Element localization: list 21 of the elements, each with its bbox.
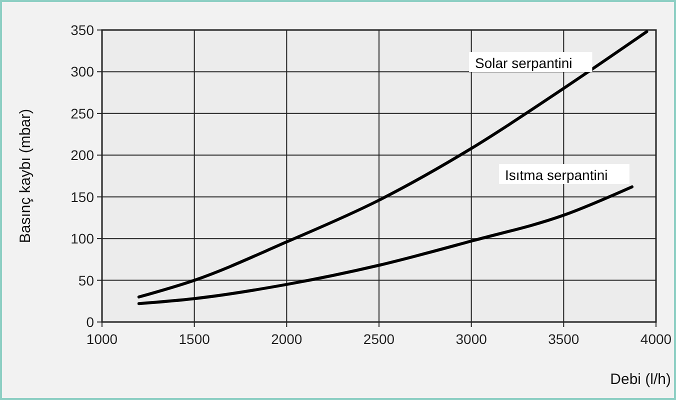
y-tick-label: 100 — [70, 230, 94, 247]
y-tick-label: 200 — [70, 147, 94, 164]
line-series — [137, 30, 648, 298]
y-tick-label: 250 — [70, 105, 94, 122]
x-axis-title: Debi (l/h) — [610, 371, 671, 388]
x-tick-label: 1000 — [86, 331, 118, 347]
y-tick-label: 150 — [70, 188, 94, 205]
x-tick-label: 4000 — [640, 331, 672, 347]
series-label: Solar serpantini — [475, 55, 572, 71]
y-tick-label: 350 — [70, 22, 94, 38]
line-series — [137, 185, 634, 306]
y-axis-title: Basınç kaybı (mbar) — [17, 108, 34, 244]
x-tick-label: 3500 — [548, 331, 580, 347]
x-tick-label: 1500 — [178, 331, 210, 347]
y-tick-label: 300 — [70, 64, 94, 80]
y-tick-label: 0 — [86, 314, 94, 330]
y-tick-label: 50 — [78, 272, 94, 288]
x-tick-label: 2000 — [271, 331, 302, 347]
x-tick-label: 3000 — [456, 331, 488, 347]
x-tick-label: 2500 — [363, 331, 395, 347]
series-label: Isıtma serpantini — [505, 167, 608, 183]
